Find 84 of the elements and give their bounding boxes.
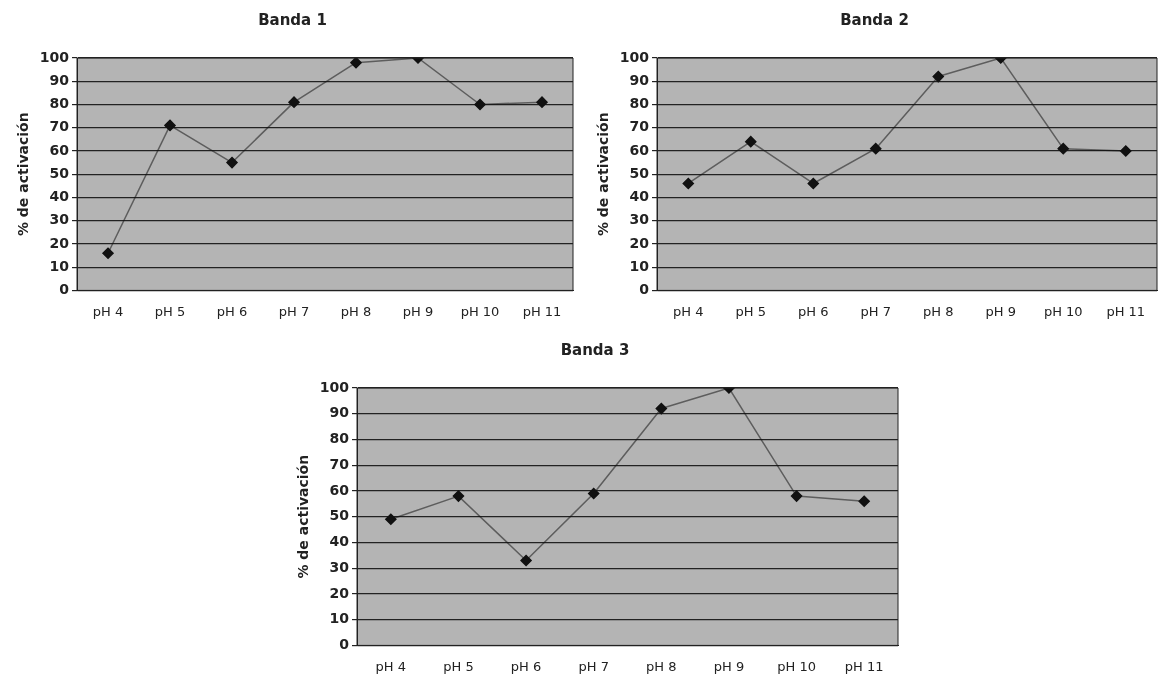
x-tick-label: pH 4 <box>375 658 407 674</box>
x-tick-label: pH 10 <box>777 658 816 674</box>
y-tick-label: 100 <box>319 378 350 395</box>
point <box>350 58 362 69</box>
point <box>288 96 300 108</box>
x-tick-label: pH 5 <box>443 658 474 674</box>
y-tick-label: 40 <box>629 188 650 205</box>
point <box>226 156 238 169</box>
point <box>474 98 486 111</box>
y-tick-label: 80 <box>49 95 70 112</box>
y-tick-label: 30 <box>49 211 70 228</box>
point <box>536 96 548 108</box>
point <box>385 513 397 526</box>
y-tick-label: 50 <box>629 164 650 181</box>
point <box>587 487 600 500</box>
x-tick-label: pH 11 <box>844 658 884 674</box>
y-tick-label: 70 <box>629 118 650 135</box>
x-tick-label: pH 10 <box>460 303 500 319</box>
x-tick-label: pH 9 <box>402 303 434 319</box>
x-tick-label: pH 7 <box>860 303 891 319</box>
y-tick-label: 60 <box>49 141 70 158</box>
y-tick-label: 100 <box>39 48 70 65</box>
x-tick-label: pH 6 <box>798 303 829 319</box>
x-tick-label: pH 5 <box>154 303 186 319</box>
point <box>682 177 695 190</box>
point <box>870 142 882 155</box>
y-tick-label: 30 <box>629 211 650 228</box>
y-axis-title: % de activación <box>15 112 32 237</box>
y-tick-label: 90 <box>49 71 70 88</box>
point <box>1120 145 1132 157</box>
y-tick-label: 80 <box>329 430 350 447</box>
y-tick-label: 60 <box>629 141 650 158</box>
x-tick-label: pH 8 <box>923 303 954 319</box>
y-tick-label: 90 <box>629 71 650 88</box>
y-tick-label: 100 <box>619 48 650 65</box>
y-tick-label: 0 <box>639 281 650 298</box>
point <box>932 70 945 83</box>
y-tick-label: 40 <box>49 188 70 205</box>
y-tick-label: 0 <box>59 281 70 298</box>
y-axis-title: % de activación <box>595 112 612 237</box>
x-tick-label: pH 6 <box>216 303 248 319</box>
y-tick-label: 10 <box>629 257 650 274</box>
y-tick-label: 70 <box>49 118 70 135</box>
x-tick-label: pH 5 <box>735 303 766 319</box>
point <box>858 495 870 508</box>
chart-title: Banda 3 <box>560 340 630 359</box>
y-tick-label: 90 <box>329 404 350 421</box>
y-tick-label: 30 <box>329 558 350 575</box>
chart-title: Banda 2 <box>840 10 909 29</box>
y-tick-label: 10 <box>329 610 350 627</box>
point <box>520 554 532 567</box>
y-tick-label: 20 <box>49 234 70 251</box>
point <box>655 402 668 415</box>
y-tick-label: 60 <box>329 481 350 498</box>
chart-title: Banda 1 <box>258 10 327 29</box>
x-tick-label: pH 9 <box>713 658 745 674</box>
x-tick-label: pH 6 <box>510 658 542 674</box>
x-tick-label: pH 8 <box>646 658 677 674</box>
point <box>807 177 820 190</box>
x-tick-label: pH 9 <box>985 303 1016 319</box>
point <box>790 490 803 502</box>
y-tick-label: 40 <box>329 533 350 550</box>
point <box>452 490 465 502</box>
point <box>745 135 757 148</box>
point <box>164 119 176 132</box>
x-tick-label: pH 4 <box>673 303 704 319</box>
y-tick-label: 0 <box>339 636 350 653</box>
x-tick-label: pH 10 <box>1043 303 1083 319</box>
y-tick-label: 20 <box>329 584 350 601</box>
x-tick-label: pH 7 <box>578 658 609 674</box>
x-tick-label: pH 7 <box>278 303 310 319</box>
y-tick-label: 80 <box>629 95 650 112</box>
point <box>1057 142 1069 155</box>
y-tick-label: 20 <box>629 234 650 251</box>
point <box>102 247 114 259</box>
y-tick-label: 70 <box>329 455 350 472</box>
y-axis-title: % de activación <box>295 454 312 579</box>
y-tick-label: 50 <box>329 507 350 524</box>
x-tick-label: pH 8 <box>340 303 372 319</box>
x-tick-label: pH 4 <box>92 303 124 319</box>
x-tick-label: pH 11 <box>522 303 562 319</box>
y-tick-label: 10 <box>49 257 70 274</box>
x-tick-label: pH 11 <box>1106 303 1146 319</box>
y-tick-label: 50 <box>49 164 70 181</box>
